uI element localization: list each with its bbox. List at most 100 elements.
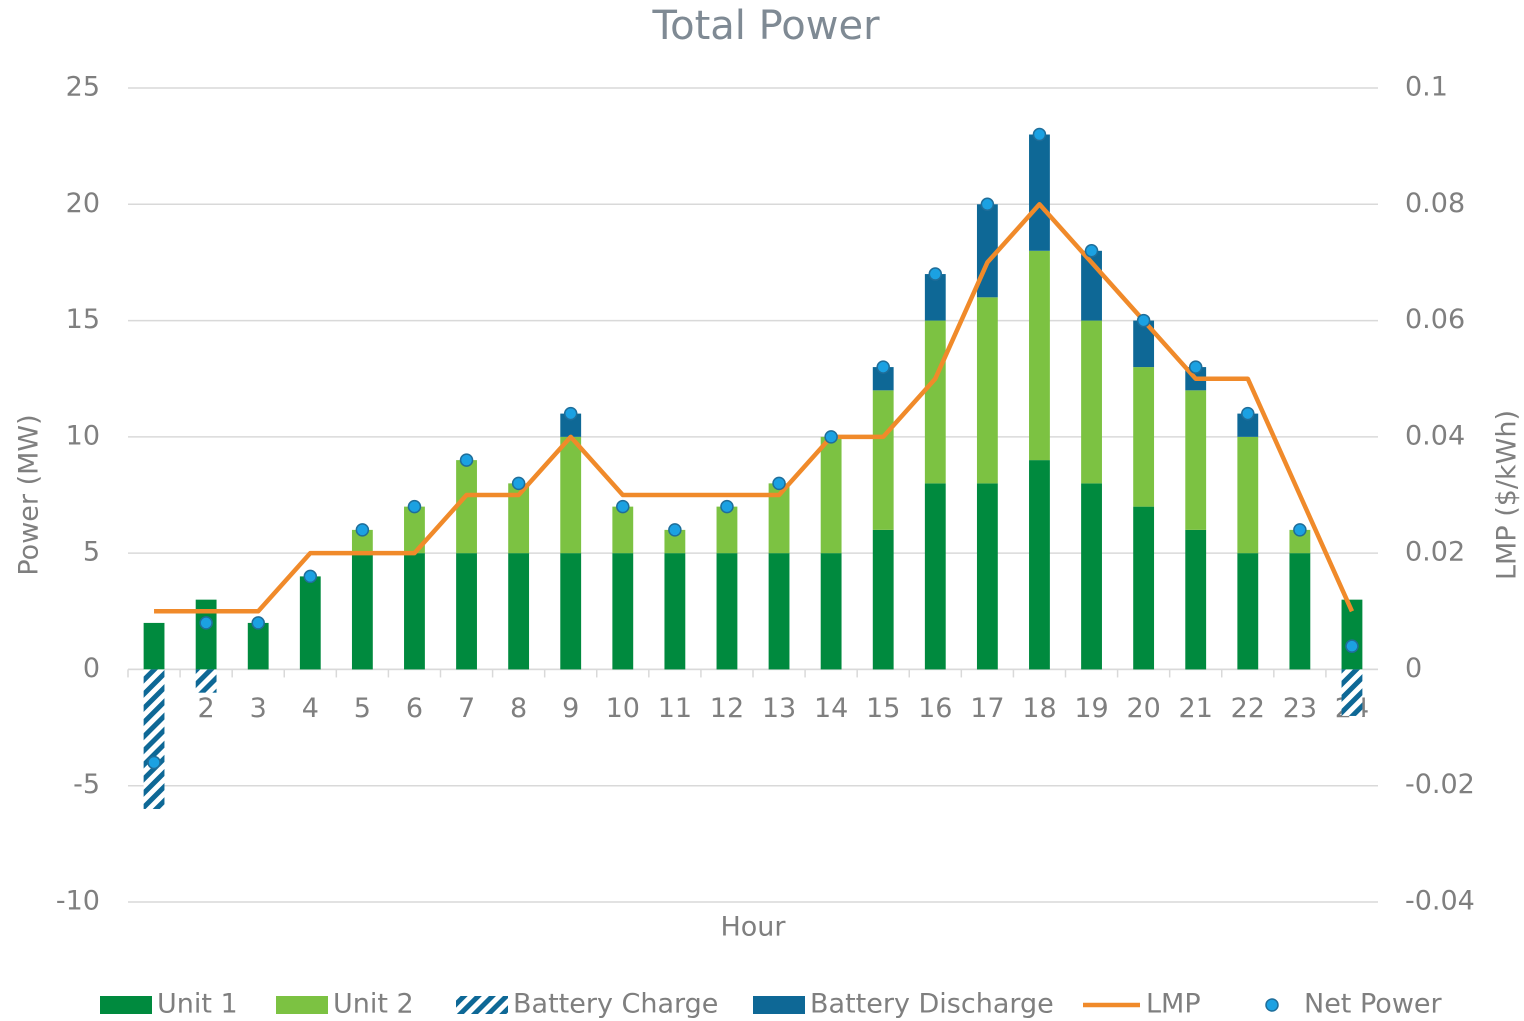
legend-label: Battery Discharge: [810, 989, 1054, 1020]
bar: [1029, 460, 1050, 670]
y2-tick-label: -0.04: [1405, 886, 1475, 917]
point: [563, 406, 578, 421]
bar: [872, 367, 894, 391]
legend-label: Net Power: [1304, 989, 1443, 1020]
bar: [768, 553, 790, 670]
bar: [924, 320, 946, 484]
bar: [1237, 553, 1259, 670]
bar: [1029, 134, 1050, 251]
point: [876, 360, 890, 374]
y-tick-label: 5: [83, 537, 100, 568]
x-tick-label: 7: [458, 693, 475, 724]
point: [928, 267, 943, 281]
y-axis-label: Power (MW): [14, 414, 45, 575]
legend-swatch: [276, 996, 328, 1014]
line: [154, 202, 1355, 614]
point: [720, 499, 734, 514]
bar: [143, 622, 165, 670]
bar: [612, 553, 634, 670]
point: [303, 569, 318, 584]
legend-label: LMP: [1146, 989, 1201, 1020]
point: [511, 476, 526, 491]
x-tick-label: 4: [302, 693, 319, 724]
bar: [872, 390, 894, 530]
point: [1136, 313, 1151, 328]
bar: [664, 553, 686, 670]
x-axis-label: Hour: [720, 912, 786, 943]
x-tick-label: 15: [866, 693, 900, 724]
legend-label: Unit 2: [333, 989, 414, 1020]
bar: [1341, 669, 1363, 716]
x-tick-label: 22: [1231, 693, 1265, 724]
point: [355, 523, 370, 537]
bar: [560, 553, 582, 670]
bar: [299, 576, 321, 670]
bar: [1081, 320, 1102, 484]
bar: [1185, 390, 1207, 530]
bar: [1237, 413, 1259, 437]
point: [1032, 127, 1047, 142]
bar: [404, 506, 425, 554]
point: [251, 616, 265, 630]
legend-label: Unit 1: [157, 989, 238, 1020]
y2-tick-label: 0.1: [1405, 72, 1448, 103]
bar: [976, 297, 998, 484]
x-tick-label: 10: [606, 693, 640, 724]
y-tick-label: 0: [83, 653, 100, 684]
point: [772, 476, 786, 491]
bar: [612, 506, 634, 554]
bar: [247, 622, 269, 670]
point: [616, 499, 630, 514]
bar: [1185, 529, 1207, 670]
y-tick-label: -10: [56, 886, 100, 917]
bar: [976, 483, 998, 670]
y2-tick-label: 0.02: [1405, 537, 1465, 568]
bar: [560, 413, 582, 437]
bar: [508, 483, 530, 554]
bar: [508, 553, 530, 670]
bar: [768, 483, 790, 554]
bar: [924, 274, 946, 321]
bar: [924, 483, 946, 670]
bar: [1341, 599, 1363, 670]
bar: [456, 460, 477, 554]
bar: [1081, 483, 1102, 670]
bar: [1133, 506, 1155, 670]
x-tick-label: 18: [1022, 693, 1056, 724]
x-tick-label: 2: [198, 693, 215, 724]
bar: [1133, 367, 1155, 507]
bar: [820, 436, 842, 554]
x-tick-label: 19: [1074, 693, 1108, 724]
bar: [560, 436, 582, 554]
point: [147, 755, 161, 770]
point: [1188, 360, 1203, 374]
bar: [1289, 553, 1311, 670]
y-tick-label: -5: [73, 769, 100, 800]
bar: [1029, 250, 1050, 461]
bar: [820, 553, 842, 670]
legend-swatch: [753, 996, 805, 1014]
x-tick-label: 6: [406, 693, 423, 724]
bar: [1133, 320, 1155, 368]
point: [1345, 639, 1359, 653]
bar: [1237, 436, 1259, 554]
x-tick-label: 12: [710, 693, 744, 724]
point: [1084, 244, 1099, 258]
bar: [143, 669, 165, 809]
legend-swatch: [456, 996, 508, 1014]
y-tick-label: 10: [66, 420, 100, 451]
point: [1241, 406, 1255, 421]
x-tick-label: 3: [250, 693, 267, 724]
y-tick-label: 20: [66, 188, 100, 219]
point: [459, 453, 474, 467]
y-tick-label: 25: [66, 72, 100, 103]
bar: [351, 553, 373, 670]
legend-swatch: [1265, 998, 1279, 1012]
x-tick-label: 13: [762, 693, 796, 724]
bar: [716, 506, 738, 554]
x-tick-label: 9: [562, 693, 579, 724]
y2-tick-label: 0.08: [1405, 188, 1465, 219]
bar: [404, 553, 425, 670]
x-tick-label: 14: [814, 693, 848, 724]
